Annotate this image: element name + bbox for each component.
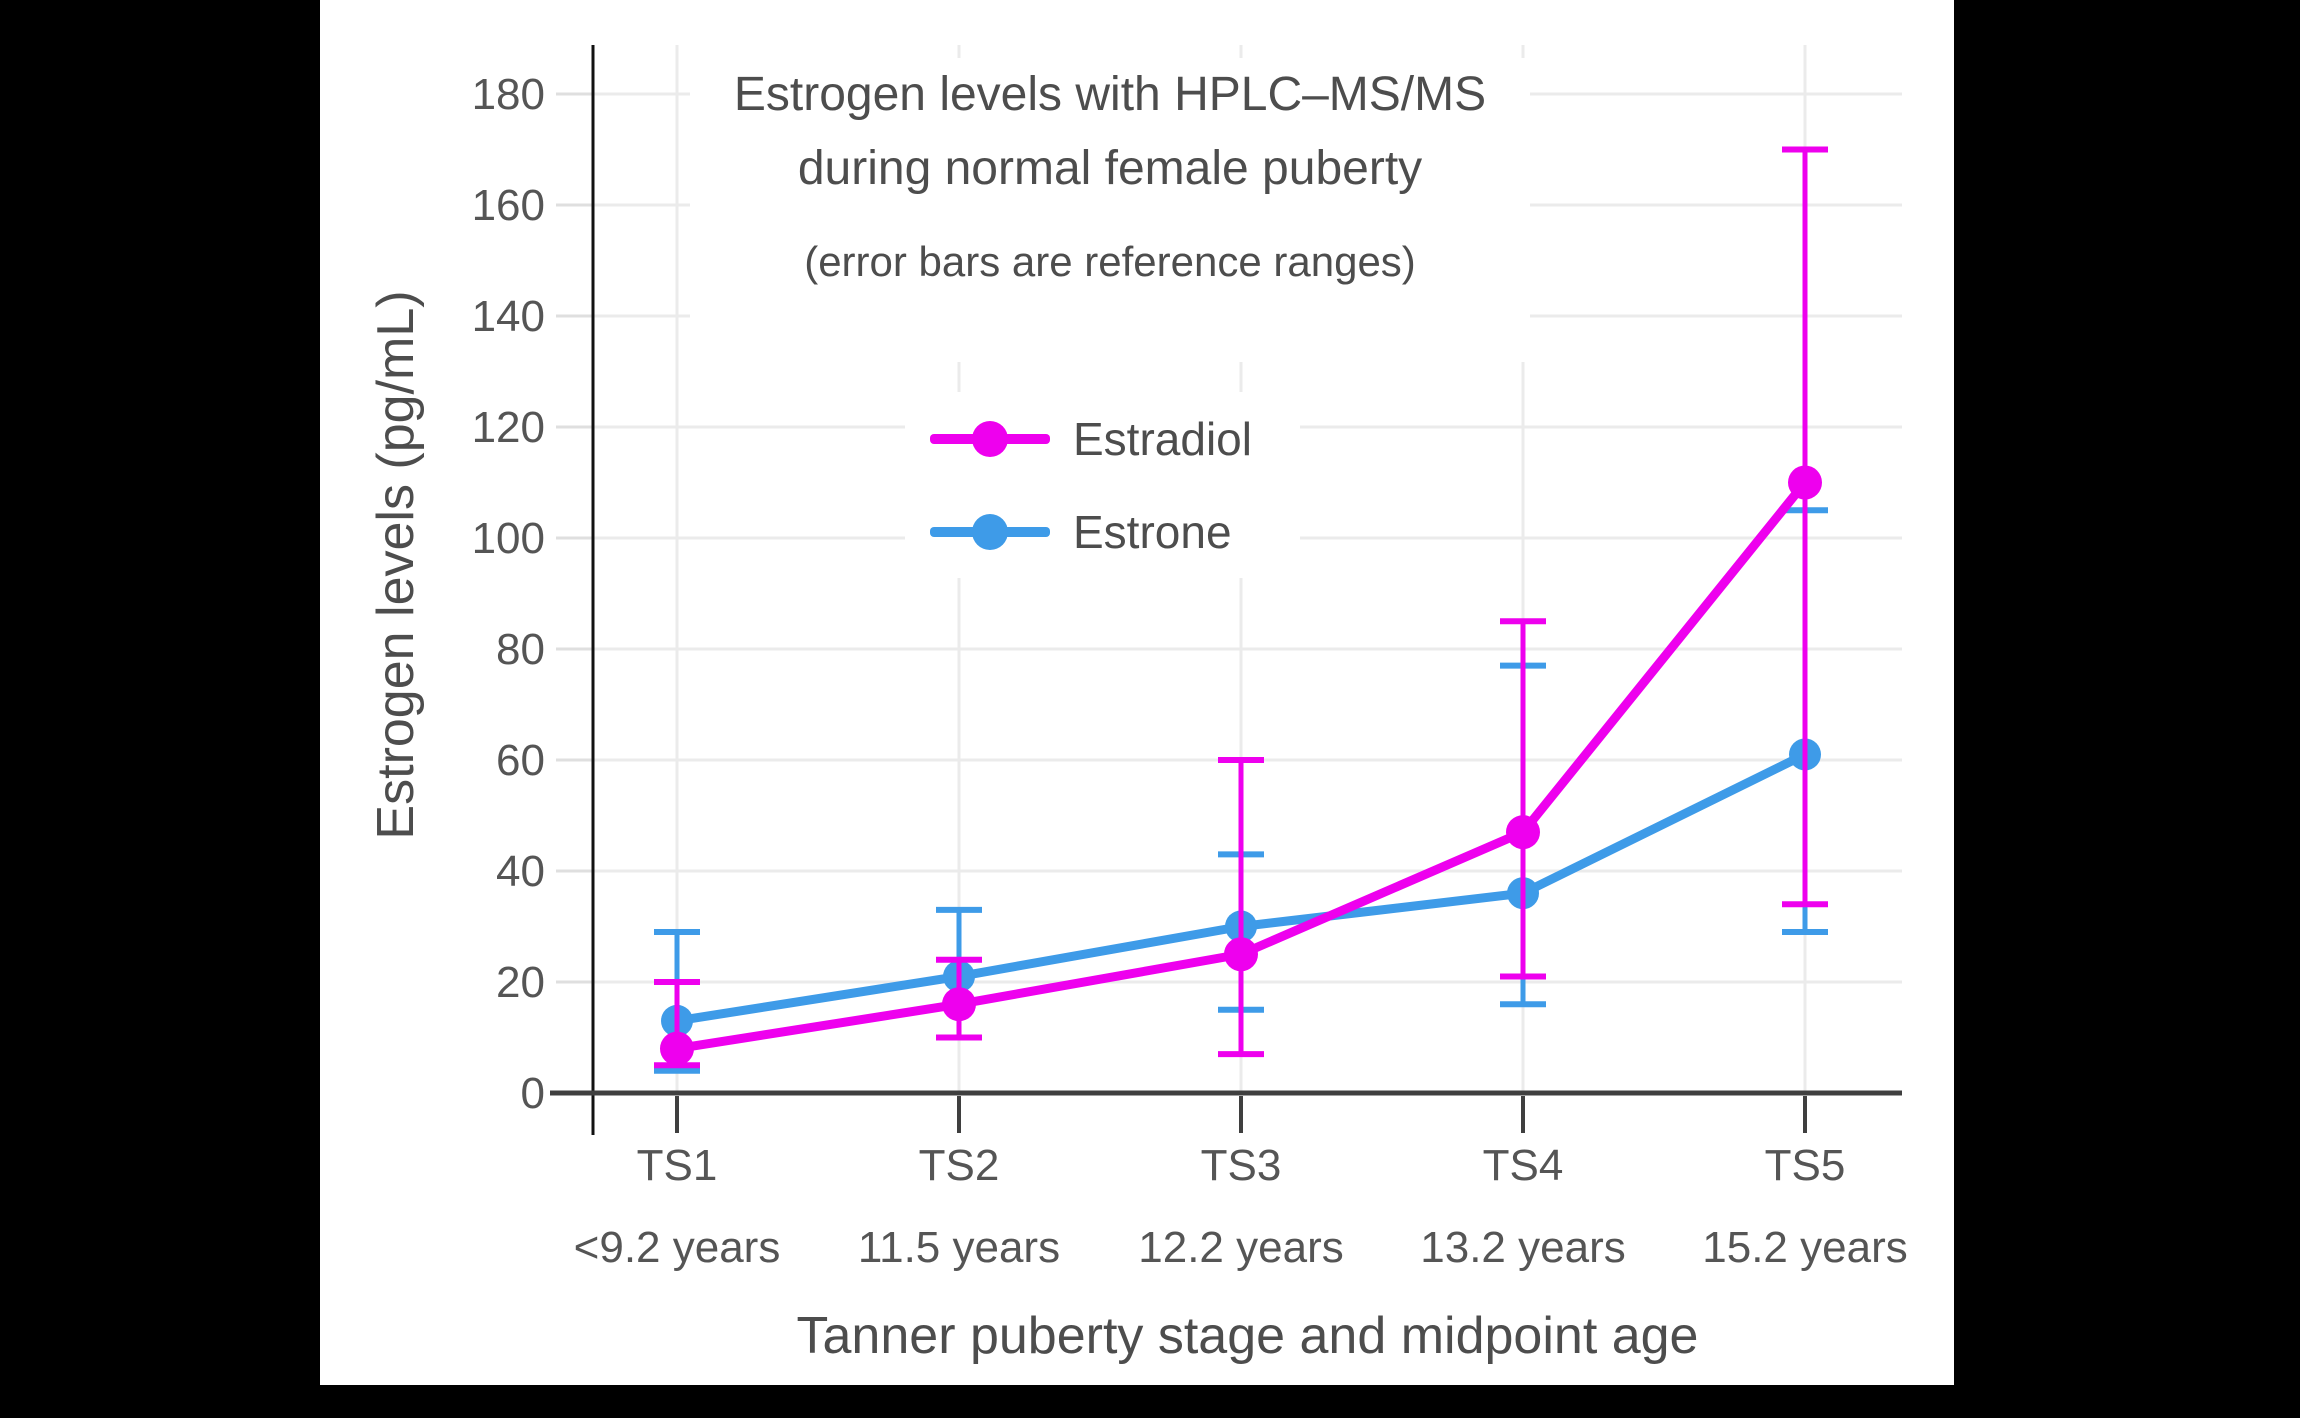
svg-text:0: 0: [521, 1069, 545, 1118]
svg-text:180: 180: [472, 70, 545, 119]
svg-text:<9.2 years: <9.2 years: [574, 1223, 781, 1272]
y-axis-title: Estrogen levels (pg/mL): [367, 290, 425, 840]
x-tick-labels: TS1 <9.2 years TS2 11.5 years TS3 12.2 years T…: [574, 1141, 1908, 1272]
chart-title-block: Estrogen levels with HPLC–MS/MS during n…: [690, 58, 1530, 362]
estradiol-line-marker-icon: [930, 420, 1050, 457]
svg-text:20: 20: [496, 958, 545, 1007]
chart-subtitle: (error bars are reference ranges): [804, 238, 1416, 285]
svg-text:TS1: TS1: [637, 1141, 718, 1190]
svg-text:13.2 years: 13.2 years: [1420, 1223, 1625, 1272]
svg-text:80: 80: [496, 625, 545, 674]
svg-text:100: 100: [472, 514, 545, 563]
svg-text:TS4: TS4: [1483, 1141, 1564, 1190]
svg-text:12.2 years: 12.2 years: [1138, 1223, 1343, 1272]
legend-item-estrone[interactable]: Estrone: [905, 505, 1300, 559]
estrone-dot-icon: [972, 513, 1008, 550]
x-axis-title: Tanner puberty stage and midpoint age: [796, 1307, 1699, 1365]
axes: [550, 45, 1902, 1135]
series-estradiol: [654, 146, 1828, 1069]
estradiol-dot-icon: [972, 420, 1008, 457]
svg-text:160: 160: [472, 181, 545, 230]
legend-label-estradiol: Estradiol: [1073, 412, 1252, 465]
chart-legend: Estradiol Estrone: [905, 392, 1300, 578]
chart-canvas: 0 20 40 60 80 100 120 140 160 180 TS1 <9.2 years TS2…: [320, 0, 1954, 1385]
svg-text:60: 60: [496, 736, 545, 785]
svg-text:TS5: TS5: [1765, 1141, 1846, 1190]
legend-label-estrone: Estrone: [1073, 505, 1232, 558]
svg-text:40: 40: [496, 847, 545, 896]
svg-text:TS2: TS2: [919, 1141, 1000, 1190]
svg-text:120: 120: [472, 403, 545, 452]
chart-title-line-2: during normal female puberty: [797, 142, 1423, 195]
legend-item-estradiol[interactable]: Estradiol: [905, 412, 1300, 466]
y-tick-labels: 0 20 40 60 80 100 120 140 160 180: [472, 70, 545, 1118]
estrone-line-marker-icon: [930, 513, 1050, 550]
svg-text:11.5 years: 11.5 years: [858, 1223, 1060, 1272]
svg-text:15.2 years: 15.2 years: [1702, 1223, 1907, 1272]
svg-text:140: 140: [472, 292, 545, 341]
svg-text:TS3: TS3: [1201, 1141, 1282, 1190]
chart-title-line-1: Estrogen levels with HPLC–MS/MS: [733, 68, 1487, 121]
